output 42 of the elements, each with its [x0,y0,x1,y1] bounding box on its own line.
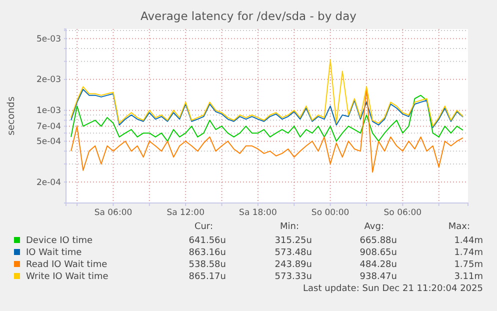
text: 3.11m [454,272,483,282]
line-series [70,88,464,128]
y-tick-label: 5e-03 [36,34,61,44]
text: Last update: Sun Dec 21 11:20:04 2025 [303,284,483,294]
text: 538.58u [188,260,226,270]
y-tick-label: 7e-04 [36,122,61,132]
line-series [70,94,464,142]
chart-title: Average latency for /dev/sda - by day [140,9,357,23]
legend-label: Write IO Wait time [26,272,109,282]
x-tick-label: Sa 18:00 [239,208,277,218]
text: 484.28u [360,260,397,270]
line-series [70,88,464,173]
y-tick-label: 5e-04 [36,136,61,147]
text: Min: [280,222,299,232]
x-tick-label: So 06:00 [384,208,422,218]
text: 938.47u [360,272,397,282]
text: 1.44m [454,236,483,246]
text: Max: [448,222,470,232]
y-axis-title: seconds [6,96,17,136]
legend-label: IO Wait time [26,248,82,258]
legend-label: Device IO time [26,236,94,246]
y-tick-label: 2e-03 [36,75,61,86]
x-tick-label: Sa 06:00 [94,208,132,218]
x-tick-label: Sa 12:00 [166,208,204,218]
text: 573.48u [274,248,312,258]
y-tick-label: 2e-04 [36,178,61,188]
text: Avg: [364,222,384,232]
legend-label: Read IO Wait time [26,260,108,270]
text: 315.25u [274,236,312,246]
y-tick-label: 1e-03 [36,106,61,116]
text: Cur: [194,222,213,232]
text: 641.56u [188,236,226,246]
text: 1.75m [454,260,483,270]
text: 865.17u [188,272,226,282]
line-series [70,59,464,127]
text: 573.33u [274,272,312,282]
x-tick-label: So 00:00 [311,208,350,218]
text: 1.74m [454,248,483,258]
text: 908.65u [360,248,397,258]
text: 863.16u [188,248,226,258]
text: 243.89u [274,260,312,270]
text: 665.88u [360,236,397,246]
